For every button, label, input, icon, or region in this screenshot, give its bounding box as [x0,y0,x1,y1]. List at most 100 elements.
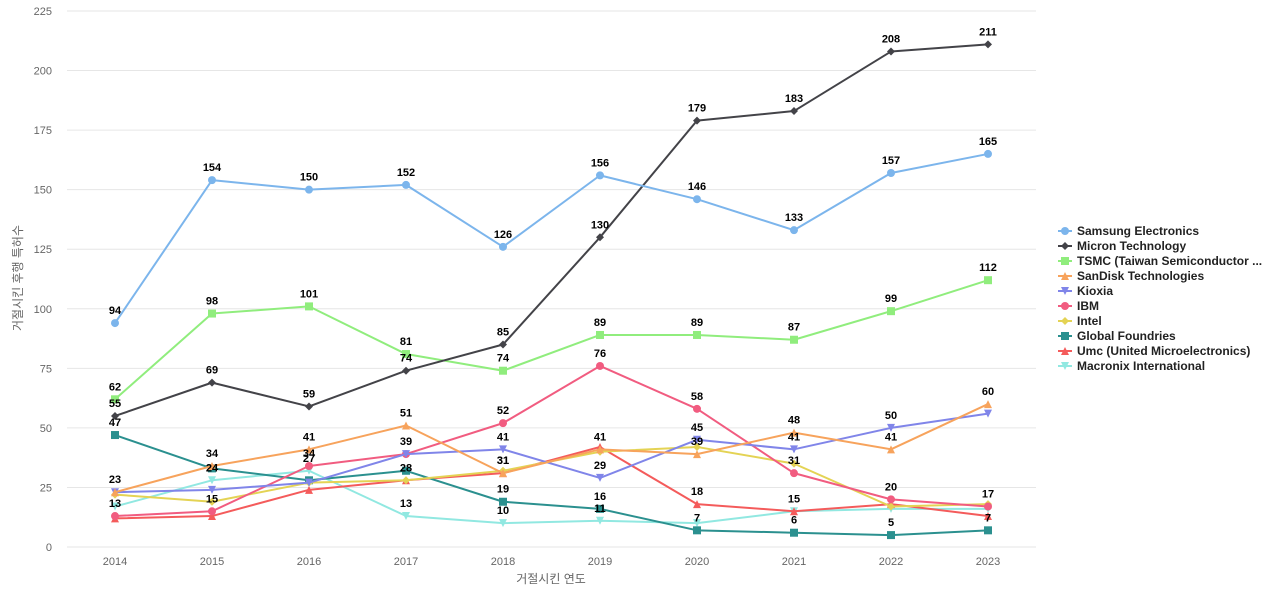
data-point [693,442,701,451]
data-label: 89 [594,317,606,329]
legend-label: Umc (United Microelectronics) [1077,344,1250,358]
data-point [305,462,313,471]
data-point [693,450,701,459]
x-tick-label: 2021 [782,556,806,568]
legend-item: Micron Technology [1058,239,1186,253]
data-label: 34 [303,448,316,460]
x-tick-label: 2020 [685,556,709,568]
series-line [114,152,989,324]
series-line [114,412,989,494]
data-label: 18 [691,486,703,498]
data-point [208,309,216,318]
data-label: 98 [206,296,218,308]
series-0 [111,149,992,328]
data-point [596,445,604,454]
data-label: 69 [206,365,218,377]
data-point [790,107,798,116]
data-point [305,445,313,454]
data-label: 85 [497,327,509,339]
data-label: 15 [788,493,800,505]
data-point [208,485,216,494]
data-label: 31 [497,455,509,467]
x-tick-label: 2018 [491,556,515,568]
data-point [790,226,798,235]
data-label: 11 [594,503,606,515]
data-label: 154 [203,162,222,174]
data-point [305,185,313,194]
data-label: 112 [979,262,997,274]
data-point [984,512,992,521]
data-label: 39 [400,436,412,448]
series-layer [111,40,992,540]
x-tick-label: 2015 [200,556,224,568]
data-point [208,476,216,485]
data-point [305,402,313,411]
data-point [111,512,119,521]
y-tick-label: 225 [34,6,52,18]
series-3 [111,400,992,497]
data-point [596,233,604,242]
legend-label: Micron Technology [1077,239,1186,253]
data-label: 62 [109,381,121,393]
data-point [402,466,410,475]
x-axis-title: 거절시킨 연도 [516,572,586,586]
data-point [305,302,313,311]
data-point [887,445,895,454]
data-point [693,500,701,509]
data-label: 19 [497,484,509,496]
data-point [1061,347,1069,355]
data-point [499,366,507,375]
data-point [208,462,216,471]
legend-item: SanDisk Technologies [1058,269,1204,283]
data-point [1061,242,1069,250]
data-label: 5 [888,517,894,529]
legend-item: Samsung Electronics [1058,224,1199,238]
data-label: 157 [882,155,900,167]
data-point [1061,317,1069,325]
data-point [208,176,216,185]
data-label: 94 [109,305,122,317]
data-label: 41 [303,431,315,443]
data-label: 152 [397,167,415,179]
data-point [887,168,895,177]
y-tick-label: 150 [34,185,52,197]
data-point [305,478,313,487]
data-point [208,512,216,521]
data-label: 51 [400,408,412,420]
data-point [1061,302,1069,310]
data-label: 133 [785,212,803,224]
legend-item: Umc (United Microelectronics) [1058,344,1250,358]
data-point [887,423,895,432]
data-point [402,512,410,521]
data-point [693,526,701,535]
data-label: 99 [885,293,897,305]
data-point [402,350,410,359]
data-point [1061,272,1069,280]
data-label: 76 [594,348,606,360]
data-label: 41 [788,431,800,443]
data-label: 87 [788,322,800,334]
series-line [114,364,989,518]
grid-layer [67,10,1036,548]
data-point [499,242,507,251]
data-point [984,502,992,511]
data-point [208,497,216,506]
legend-label: Global Foundries [1077,329,1176,343]
data-label: 6 [791,515,797,527]
series-line [114,279,989,401]
data-label: 55 [109,398,121,410]
series-line [114,434,989,537]
legend-item: Macronix International [1058,359,1205,373]
data-label: 10 [497,505,509,517]
data-label: 58 [691,391,703,403]
data-label: 211 [979,26,997,38]
data-label: 41 [885,431,897,443]
data-label: 183 [785,93,803,105]
data-label: 13 [109,498,121,510]
series-2 [111,276,992,404]
data-point [402,180,410,189]
x-tick-label: 2014 [103,556,127,568]
data-point [984,526,992,535]
data-label: 7 [985,512,991,524]
